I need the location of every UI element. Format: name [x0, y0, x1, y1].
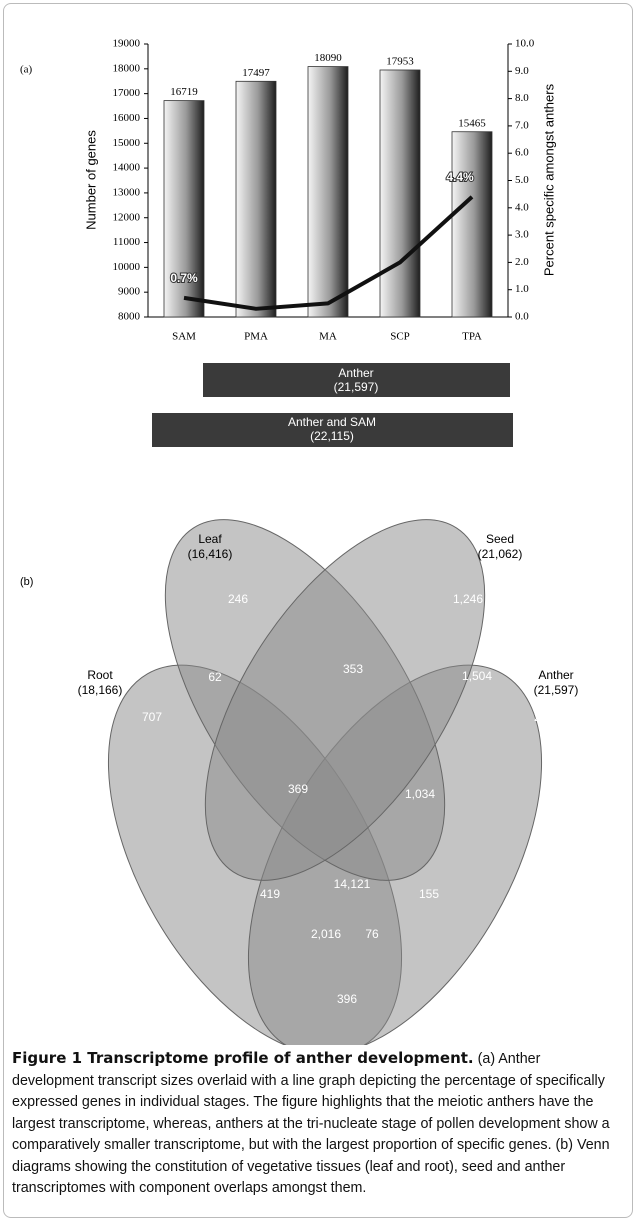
- y-tick-label: 13000: [113, 186, 141, 198]
- annotation-box: [152, 413, 513, 447]
- venn-region-label: 1,034: [405, 787, 435, 801]
- y-tick-label: 10000: [113, 261, 141, 273]
- venn-region-label: 155: [419, 887, 439, 901]
- line-value-label: 4.4%: [446, 170, 474, 184]
- caption-title: Figure 1 Transcriptome profile of anther…: [12, 1049, 474, 1067]
- y2-tick-label: 9.0: [515, 65, 529, 77]
- bar: [307, 66, 349, 318]
- y2-tick-label: 10.0: [515, 38, 535, 50]
- venn-set-size: (21,062): [478, 547, 523, 561]
- y-tick-label: 11000: [113, 236, 141, 248]
- venn-set-size: (21,597): [534, 683, 579, 697]
- venn-set-size: (16,416): [188, 547, 233, 561]
- venn-region-label: 1,504: [462, 669, 492, 683]
- x-tick-label: MA: [319, 331, 337, 343]
- y2-tick-label: 2.0: [515, 256, 529, 268]
- y-tick-label: 19000: [113, 38, 141, 50]
- figure: (a) Number of genes Percent specific amo…: [20, 38, 579, 1045]
- line-value-label: 0.7%: [170, 271, 198, 285]
- panel-label: (a): [20, 64, 33, 76]
- bar-value-label: 18090: [314, 52, 342, 64]
- venn-set-name: Seed: [486, 532, 514, 546]
- annotation-box: [203, 363, 510, 397]
- x-tick-label: PMA: [244, 331, 268, 343]
- y-tick-label: 9000: [118, 286, 141, 298]
- y2-tick-label: 0.0: [515, 311, 529, 323]
- y2-tick-label: 8.0: [515, 92, 529, 104]
- y2-axis-title: Percent specific amongst anthers: [541, 83, 556, 276]
- venn-set: [204, 519, 486, 881]
- venn-region-label: 2,016: [311, 927, 341, 941]
- venn-set-name: Root: [87, 668, 113, 682]
- venn-region-label: 353: [343, 662, 363, 676]
- bar-value-label: 16719: [170, 86, 198, 98]
- venn-region-label: 246: [228, 592, 248, 606]
- y2-tick-label: 5.0: [515, 174, 529, 186]
- line: [183, 195, 474, 311]
- venn-region-label: 62: [208, 670, 222, 684]
- y2-tick-label: 1.0: [515, 283, 529, 295]
- caption: Figure 1 Transcriptome profile of anther…: [12, 1048, 624, 1200]
- venn-region-label: 707: [142, 710, 162, 724]
- venn-set-name: Anther: [538, 668, 573, 682]
- caption-text: (a) Anther development transcript sizes …: [12, 1051, 610, 1196]
- y-tick-label: 12000: [113, 211, 141, 223]
- y2-tick-label: 4.0: [515, 201, 529, 213]
- bar: [235, 80, 277, 318]
- venn-region-label: 419: [260, 887, 280, 901]
- x-tick-label: SCP: [390, 331, 410, 343]
- venn-region-label: 14,121: [334, 877, 371, 891]
- venn-set-size: (18,166): [78, 683, 123, 697]
- annotation-label: Anther and SAM: [288, 415, 376, 429]
- y-tick-label: 8000: [118, 311, 141, 323]
- y2-tick-label: 3.0: [515, 229, 529, 241]
- bar: [163, 100, 205, 318]
- y-tick-label: 18000: [113, 62, 141, 74]
- y-tick-label: 15000: [113, 137, 141, 149]
- x-tick-label: TPA: [462, 331, 482, 343]
- y-tick-label: 16000: [113, 112, 141, 124]
- y-tick-label: 17000: [113, 87, 141, 99]
- bar-value-label: 17497: [242, 67, 270, 79]
- bar: [451, 131, 493, 318]
- panel-label: (b): [20, 576, 33, 588]
- venn-region-label: 2,295: [534, 710, 564, 724]
- venn-shapes: [107, 519, 543, 1045]
- annotation-label: Anther: [338, 366, 373, 380]
- venn-region-label: 1,246: [453, 592, 483, 606]
- figure-frame: [3, 3, 633, 1218]
- x-tick-label: SAM: [172, 331, 196, 343]
- y2-tick-label: 6.0: [515, 147, 529, 159]
- y-tick-label: 14000: [113, 162, 141, 174]
- y2-tick-label: 7.0: [515, 119, 529, 131]
- annotation-count: (22,115): [310, 429, 354, 443]
- y-axis-title: Number of genes: [83, 130, 98, 230]
- venn-set-name: Leaf: [198, 532, 222, 546]
- bar-value-label: 17953: [386, 56, 414, 68]
- venn-region-label: 369: [288, 782, 308, 796]
- venn-region-label: 396: [337, 992, 357, 1006]
- venn-region-label: 76: [365, 927, 379, 941]
- bar: [379, 69, 421, 318]
- annotation-count: (21,597): [334, 380, 379, 394]
- bar-value-label: 15465: [458, 117, 486, 129]
